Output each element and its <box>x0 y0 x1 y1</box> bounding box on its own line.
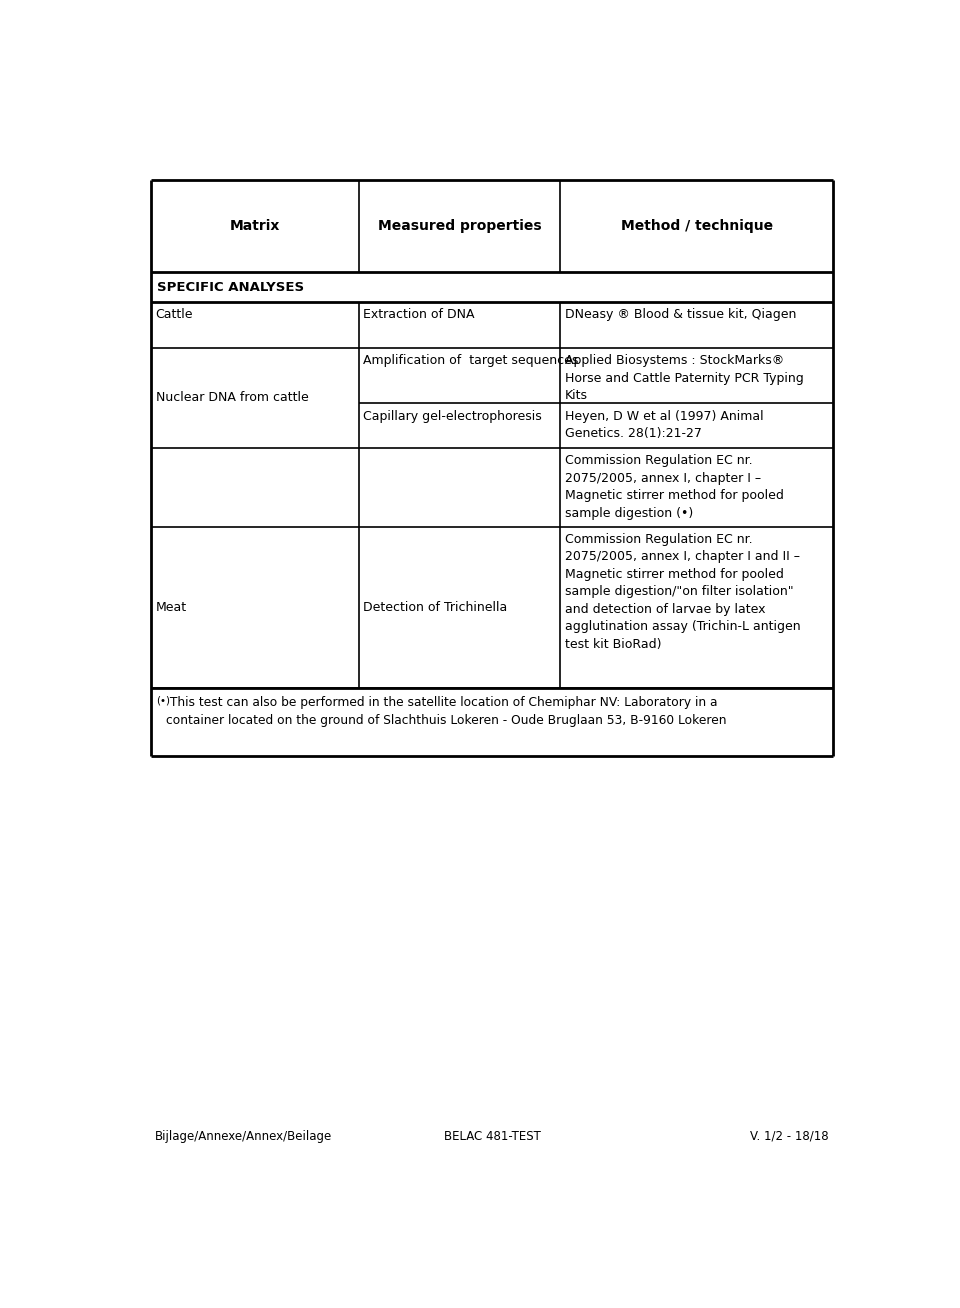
Text: Nuclear DNA from cattle: Nuclear DNA from cattle <box>156 391 308 404</box>
Text: Measured properties: Measured properties <box>377 220 541 233</box>
Text: Commission Regulation EC nr.
2075/2005, annex I, chapter I and II –
Magnetic sti: Commission Regulation EC nr. 2075/2005, … <box>564 532 801 650</box>
Text: Extraction of DNA: Extraction of DNA <box>363 307 475 320</box>
Text: Method / technique: Method / technique <box>620 220 773 233</box>
Text: (•): (•) <box>156 696 170 706</box>
Text: SPECIFIC ANALYSES: SPECIFIC ANALYSES <box>157 281 304 293</box>
Text: Amplification of  target sequences: Amplification of target sequences <box>363 354 579 368</box>
Text: Matrix: Matrix <box>229 220 280 233</box>
Text: Cattle: Cattle <box>156 307 193 320</box>
Text: Heyen, D W et al (1997) Animal
Genetics. 28(1):21-27: Heyen, D W et al (1997) Animal Genetics.… <box>564 409 763 439</box>
Text: DNeasy ® Blood & tissue kit, Qiagen: DNeasy ® Blood & tissue kit, Qiagen <box>564 307 796 320</box>
Text: Applied Biosystems : StockMarks®
Horse and Cattle Paternity PCR Typing
Kits: Applied Biosystems : StockMarks® Horse a… <box>564 354 804 402</box>
Text: This test can also be performed in the satellite location of Chemiphar NV: Labor: This test can also be performed in the s… <box>166 696 727 727</box>
Text: BELAC 481-TEST: BELAC 481-TEST <box>444 1130 540 1143</box>
Text: Detection of Trichinella: Detection of Trichinella <box>363 600 508 613</box>
Text: Capillary gel-electrophoresis: Capillary gel-electrophoresis <box>363 409 542 422</box>
Text: V. 1/2 - 18/18: V. 1/2 - 18/18 <box>751 1130 829 1143</box>
Text: Meat: Meat <box>156 600 187 613</box>
Text: Bijlage/Annexe/Annex/Beilage: Bijlage/Annexe/Annex/Beilage <box>155 1130 332 1143</box>
Text: Commission Regulation EC nr.
2075/2005, annex I, chapter I –
Magnetic stirrer me: Commission Regulation EC nr. 2075/2005, … <box>564 454 783 519</box>
